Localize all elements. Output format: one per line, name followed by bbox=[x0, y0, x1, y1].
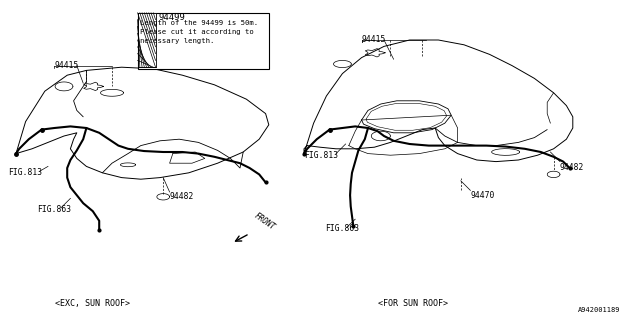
Text: 94482: 94482 bbox=[170, 192, 194, 201]
FancyBboxPatch shape bbox=[138, 13, 156, 67]
Text: FIG.863: FIG.863 bbox=[37, 205, 71, 214]
Text: 94482: 94482 bbox=[560, 164, 584, 172]
Text: necessary length.: necessary length. bbox=[140, 38, 214, 44]
FancyBboxPatch shape bbox=[138, 13, 269, 69]
Text: A942001189: A942001189 bbox=[579, 307, 621, 313]
Text: 94499: 94499 bbox=[159, 13, 186, 22]
Text: <FOR SUN ROOF>: <FOR SUN ROOF> bbox=[378, 299, 448, 308]
Text: <EXC, SUN ROOF>: <EXC, SUN ROOF> bbox=[55, 299, 131, 308]
Text: FIG.813: FIG.813 bbox=[8, 168, 42, 177]
Text: FIG.863: FIG.863 bbox=[325, 224, 359, 233]
Text: Please cut it according to: Please cut it according to bbox=[140, 29, 253, 35]
Text: 94415: 94415 bbox=[362, 36, 386, 44]
Text: Length of the 94499 is 50m.: Length of the 94499 is 50m. bbox=[140, 20, 258, 26]
Text: FRONT: FRONT bbox=[253, 212, 277, 232]
Text: FIG.813: FIG.813 bbox=[304, 151, 338, 160]
Text: 94415: 94415 bbox=[54, 61, 79, 70]
Text: 94470: 94470 bbox=[470, 191, 495, 200]
